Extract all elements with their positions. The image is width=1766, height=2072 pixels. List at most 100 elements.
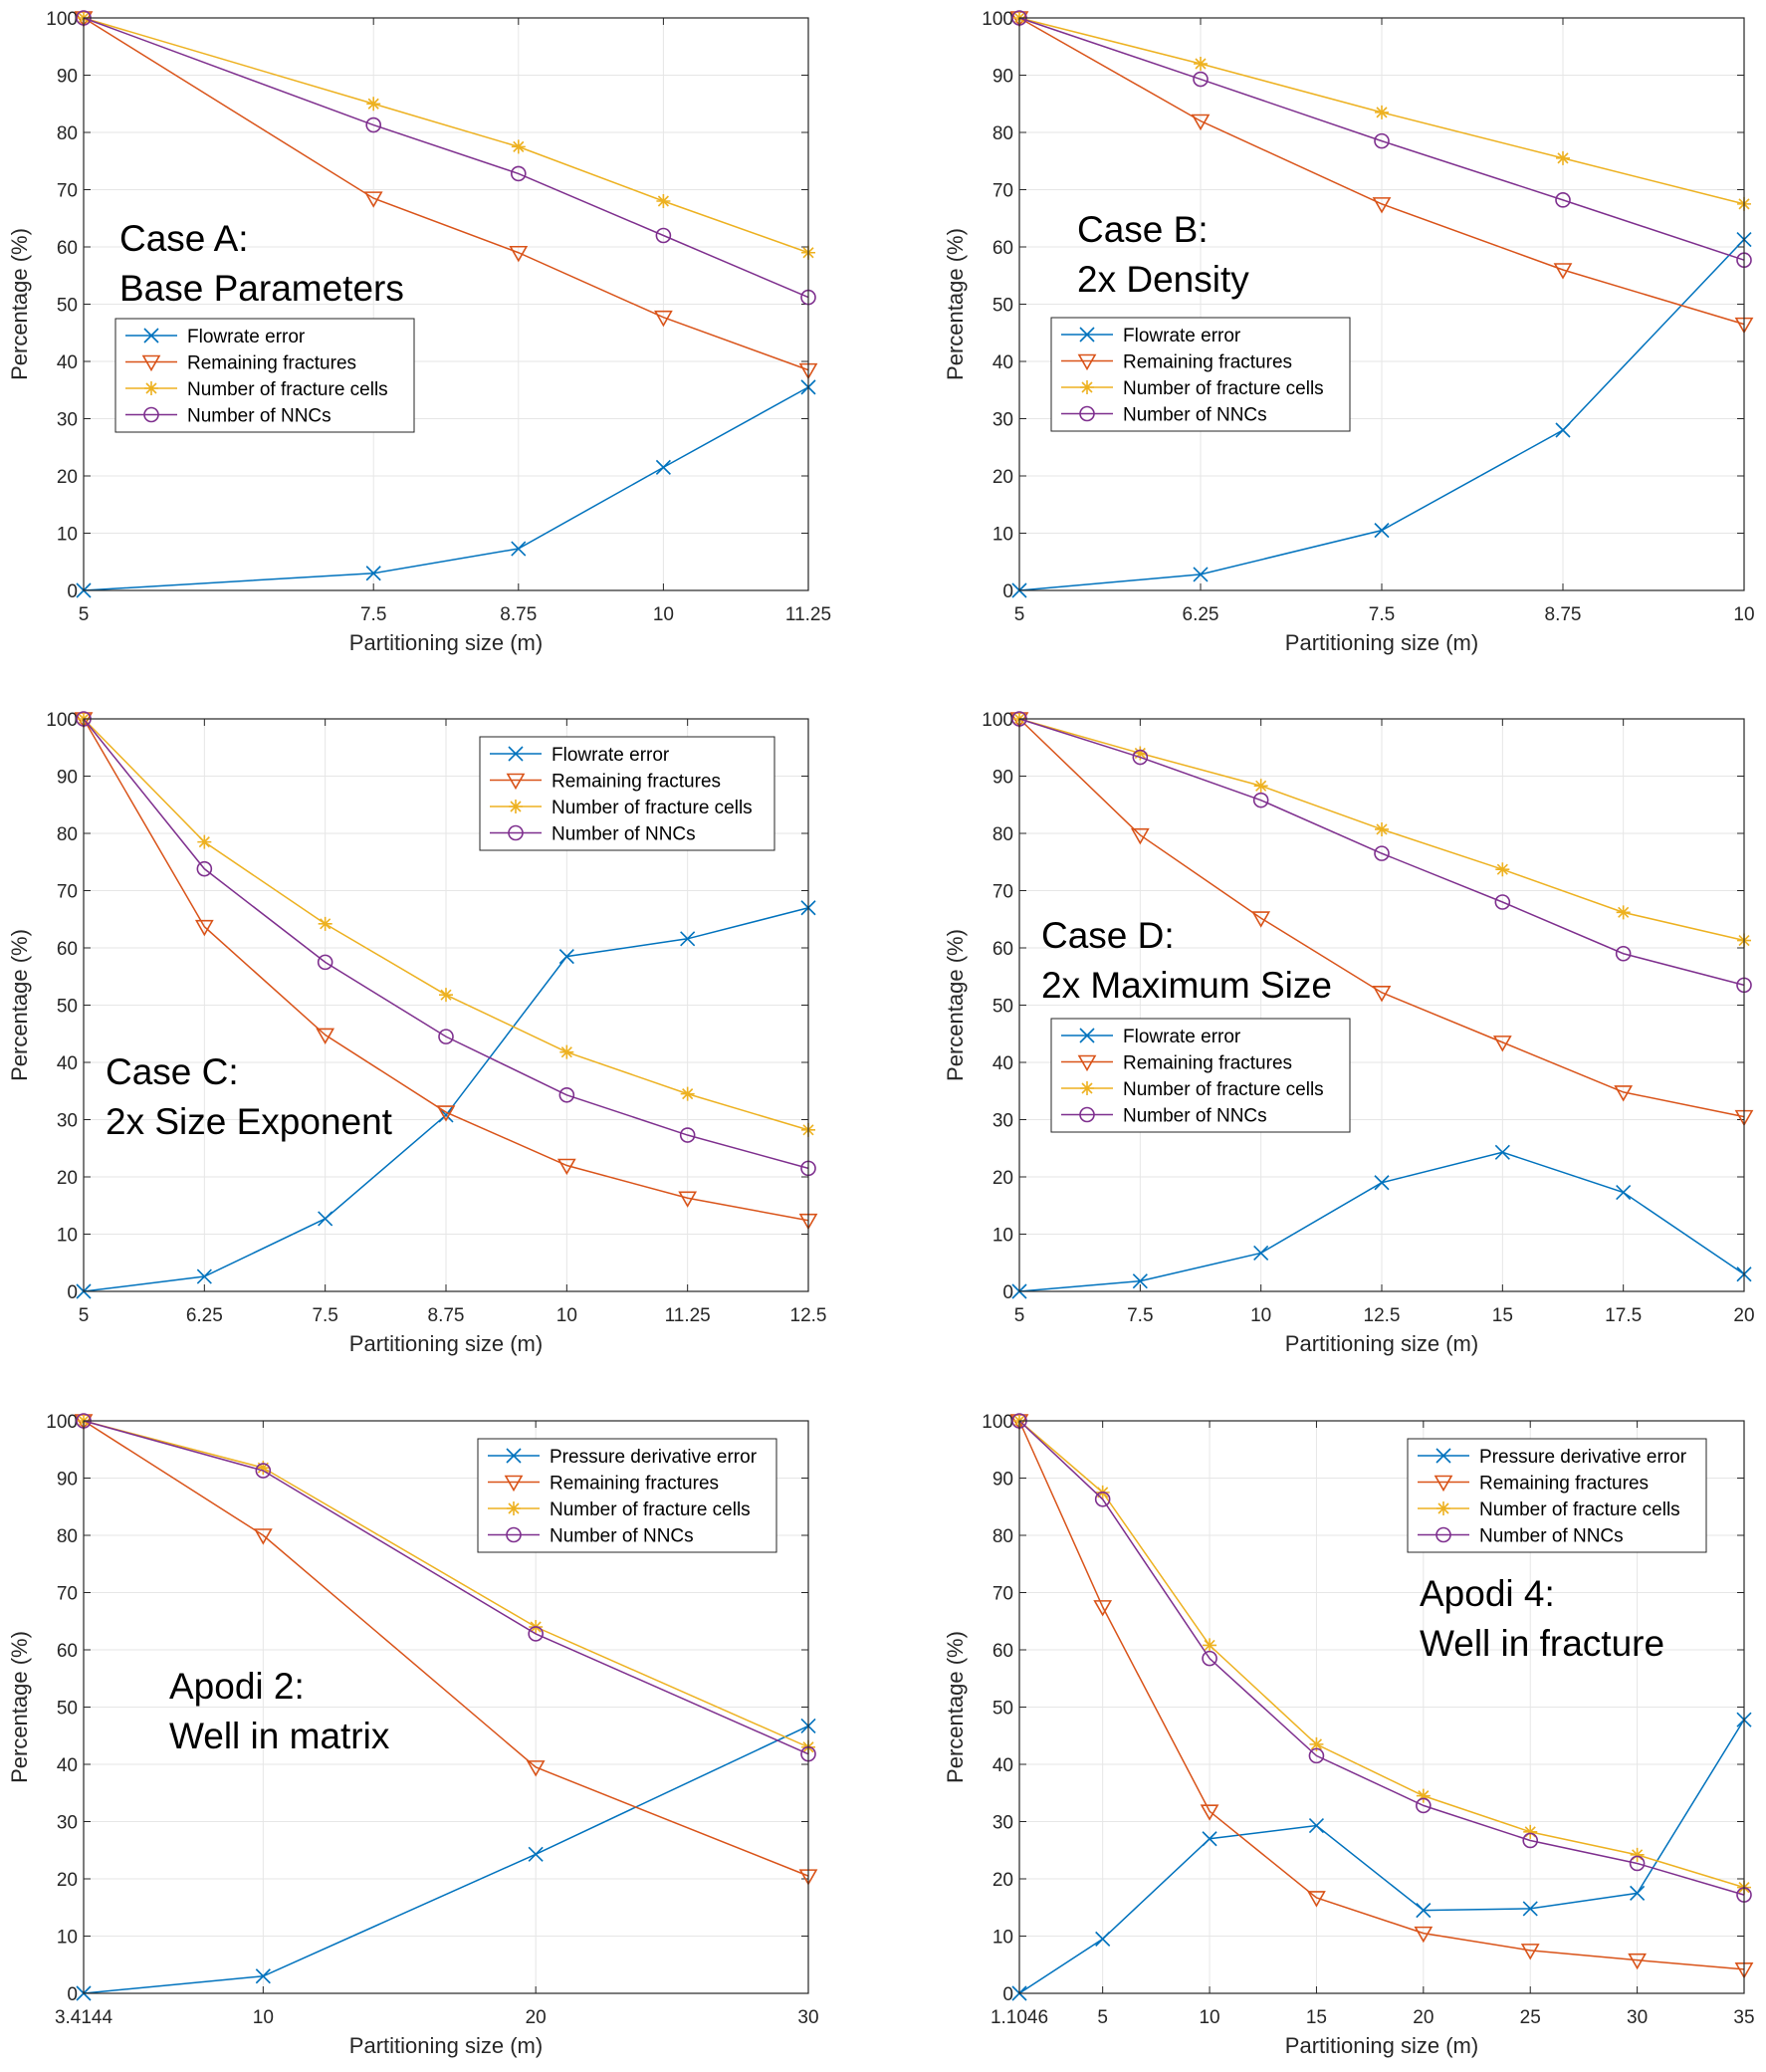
y-tick-label: 30 bbox=[993, 1813, 1013, 1834]
series-line bbox=[1018, 718, 1745, 987]
data-point bbox=[256, 1461, 271, 1476]
legend-swatch-marker bbox=[1435, 1526, 1451, 1543]
data-point bbox=[1253, 1245, 1269, 1262]
y-tick-label: 30 bbox=[993, 1111, 1013, 1132]
annotation-text: Base Parameters bbox=[119, 268, 404, 309]
data-point bbox=[1093, 1600, 1113, 1617]
data-point bbox=[655, 459, 671, 475]
x-tick-label: 35 bbox=[1733, 2007, 1754, 2028]
annotation-text: 2x Size Exponent bbox=[106, 1101, 393, 1142]
y-tick-label: 80 bbox=[993, 1526, 1013, 1547]
data-point bbox=[655, 227, 672, 244]
legend-entry: Flowrate error bbox=[187, 327, 306, 347]
data-point bbox=[317, 954, 333, 971]
data-point bbox=[1374, 1175, 1390, 1191]
data-point bbox=[1494, 894, 1511, 910]
data-point bbox=[1202, 1650, 1217, 1667]
data-point bbox=[509, 245, 529, 263]
data-point bbox=[1523, 1824, 1538, 1839]
data-point bbox=[1307, 1891, 1326, 1908]
y-tick-label: 50 bbox=[993, 997, 1013, 1018]
annotation-text: Case C: bbox=[106, 1051, 239, 1092]
data-point bbox=[1494, 1144, 1510, 1160]
data-point bbox=[438, 1029, 454, 1044]
x-tick-label: 20 bbox=[526, 2007, 547, 2028]
y-tick-label: 100 bbox=[982, 9, 1013, 30]
data-point bbox=[558, 1086, 575, 1103]
legend-entry: Number of fracture cells bbox=[552, 798, 753, 818]
x-tick-label: 7.5 bbox=[1369, 604, 1395, 625]
data-point bbox=[1520, 1944, 1540, 1960]
y-tick-label: 10 bbox=[993, 1928, 1013, 1949]
series-line bbox=[1018, 718, 1745, 1118]
x-tick-label: 6.25 bbox=[1183, 604, 1219, 625]
data-point bbox=[318, 1211, 333, 1227]
data-point bbox=[1375, 105, 1389, 119]
legend-entry: Flowrate error bbox=[1123, 326, 1241, 346]
series-line bbox=[1018, 1420, 1745, 1889]
y-tick-label: 70 bbox=[57, 181, 78, 202]
data-point bbox=[654, 310, 673, 328]
x-tick-label: 20 bbox=[1413, 2007, 1434, 2028]
axes-box bbox=[83, 17, 809, 591]
data-point bbox=[1556, 150, 1570, 165]
y-tick-label: 10 bbox=[993, 525, 1013, 546]
legend-entry: Number of fracture cells bbox=[1479, 1499, 1680, 1520]
ticks: 0 10 20 30 40 50 60 70 80 90 100 3.4144 10 20 30 bbox=[46, 1412, 818, 2028]
legend-swatch-marker bbox=[1079, 1028, 1095, 1043]
x-axis-label: Partitioning size (m) bbox=[1285, 1331, 1478, 1356]
data-point bbox=[1253, 779, 1268, 794]
series-number-of-nncs bbox=[1011, 1413, 1752, 1903]
legend-entry: Remaining fractures bbox=[550, 1474, 719, 1495]
y-tick-label: 90 bbox=[57, 67, 78, 88]
y-tick-label: 90 bbox=[993, 768, 1013, 789]
y-tick-label: 80 bbox=[993, 123, 1013, 144]
data-point bbox=[365, 566, 381, 581]
data-point bbox=[253, 1528, 273, 1545]
x-axis-label: Partitioning size (m) bbox=[349, 630, 543, 655]
chart-panel-3: 0 10 20 30 40 50 60 70 80 90 100 5 6.25 7.5 8.75 10 11.2… bbox=[7, 710, 826, 1356]
y-tick-label: 100 bbox=[46, 9, 78, 30]
data-point bbox=[528, 1626, 544, 1642]
x-tick-label: 8.75 bbox=[1545, 604, 1582, 625]
y-tick-label: 10 bbox=[993, 1226, 1013, 1247]
data-point bbox=[436, 1105, 456, 1122]
legend: Pressure derivative error Remaining fract… bbox=[1407, 1438, 1707, 1553]
x-tick-label: 25 bbox=[1520, 2007, 1541, 2028]
data-point bbox=[1309, 1736, 1324, 1751]
x-tick-label: 12.5 bbox=[1364, 1305, 1401, 1326]
y-tick-label: 60 bbox=[57, 939, 78, 960]
data-point bbox=[1495, 862, 1510, 877]
chart-panel-4: 0 10 20 30 40 50 60 70 80 90 100 5 7.5 10 12.5 15 17.5 20… bbox=[943, 710, 1755, 1356]
legend-swatch-marker bbox=[506, 1526, 522, 1543]
data-point bbox=[510, 165, 527, 182]
x-tick-label: 10 bbox=[556, 1305, 577, 1326]
x-axis-label: Partitioning size (m) bbox=[1285, 630, 1478, 655]
data-point bbox=[1615, 945, 1632, 962]
data-point bbox=[1252, 792, 1269, 808]
y-tick-label: 0 bbox=[1002, 1984, 1013, 2005]
data-point bbox=[511, 541, 527, 557]
annotation-text: Case A: bbox=[119, 218, 249, 259]
series-remaining-fractures bbox=[1009, 11, 1754, 335]
chart-panel-6: 0 10 20 30 40 50 60 70 80 90 100 1.1046 5 10 15 20 25 30 3… bbox=[943, 1412, 1755, 2058]
data-point bbox=[1630, 1885, 1646, 1901]
legend-entry: Number of NNCs bbox=[552, 824, 696, 845]
data-point bbox=[556, 1158, 576, 1176]
y-tick-label: 30 bbox=[993, 410, 1013, 431]
y-axis-label: Percentage (%) bbox=[943, 929, 968, 1081]
data-point bbox=[1203, 1638, 1217, 1653]
data-point bbox=[197, 834, 212, 849]
series-line bbox=[83, 1420, 809, 1755]
legend-swatch-marker bbox=[1434, 1475, 1453, 1493]
series-flowrate-error bbox=[1011, 1144, 1752, 1299]
y-tick-label: 40 bbox=[57, 1053, 78, 1074]
y-tick-label: 60 bbox=[993, 939, 1013, 960]
y-tick-label: 0 bbox=[67, 1282, 78, 1303]
legend-entry: Number of NNCs bbox=[1123, 405, 1267, 426]
x-tick-label: 7.5 bbox=[360, 604, 386, 625]
y-tick-label: 60 bbox=[993, 238, 1013, 259]
y-tick-label: 80 bbox=[57, 824, 78, 845]
data-point bbox=[438, 1107, 454, 1123]
legend-entry: Flowrate error bbox=[552, 745, 670, 766]
